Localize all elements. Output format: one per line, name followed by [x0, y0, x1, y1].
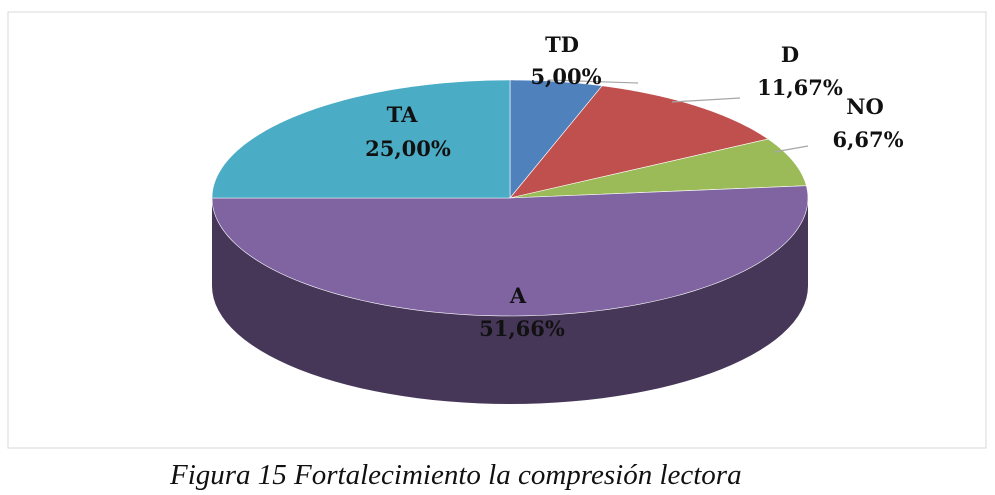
slice — [509, 79, 603, 199]
slice-side — [212, 198, 808, 404]
category-label: NO — [846, 94, 884, 119]
value-label: 51,66% — [479, 316, 565, 341]
caption: Figura 15 Fortalecimiento la compresión … — [169, 459, 742, 491]
value-label: 6,67% — [832, 127, 903, 152]
value-label: 5,00% — [530, 64, 601, 89]
value-label: 25,00% — [365, 136, 451, 161]
category-label: A — [509, 283, 527, 308]
leader-line — [547, 79, 639, 84]
leader-line — [773, 145, 809, 153]
slice — [211, 79, 511, 199]
category-label: D — [781, 42, 799, 67]
leader-line — [671, 97, 741, 103]
slice — [509, 138, 807, 199]
value-label: 11,67% — [757, 75, 843, 100]
slice — [211, 185, 809, 317]
slice — [509, 85, 769, 199]
category-label: TA — [387, 102, 418, 127]
category-label: TD — [545, 32, 579, 57]
